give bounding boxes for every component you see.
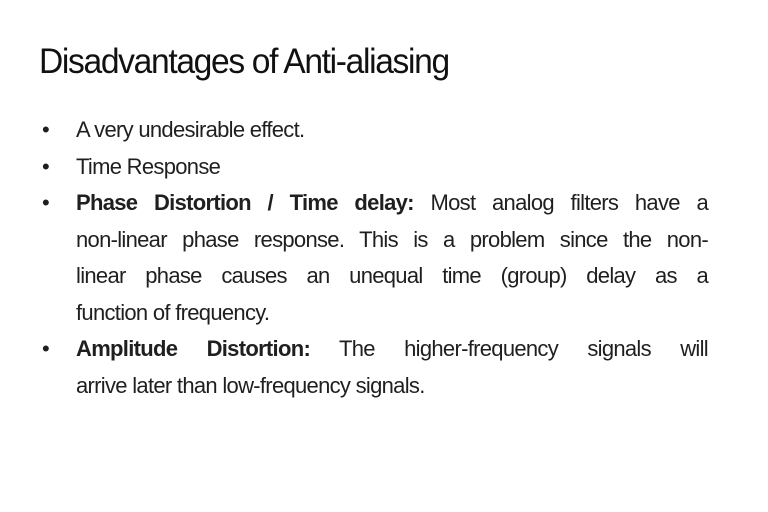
bullet-line: Phase Distortion / Time delay: Most anal… (76, 185, 709, 222)
bullet-item: • Amplitude Distortion: The higher-frequ… (40, 331, 709, 405)
bullet-lead-in: Amplitude Distortion: (76, 336, 311, 361)
bullet-item: • Phase Distortion / Time delay: Most an… (40, 185, 709, 332)
bullet-line: Time Response (76, 149, 708, 186)
line-text: function of frequency. (76, 299, 270, 325)
bullet-item: • Time Response (40, 149, 708, 186)
bullet-line: arrive later than low-frequency signals. (76, 368, 708, 405)
bullet-text: A very undesirable effect. (76, 112, 708, 149)
bullet-list: • A very undesirable effect. • Time Resp… (40, 112, 709, 405)
bullet-text: Phase Distortion / Time delay: Most anal… (76, 185, 709, 332)
bullet-line: non-linear phase response. This is a pro… (76, 222, 709, 259)
line-text: non-linear phase response. This is a pro… (76, 226, 709, 252)
bullet-marker: • (42, 336, 50, 361)
line-text: Most analog filters have a (413, 190, 708, 215)
line-text: A very undesirable effect. (76, 117, 305, 142)
bullet-line: Amplitude Distortion: The higher-frequen… (76, 331, 709, 368)
line-text: The higher-frequency signals will (310, 336, 709, 361)
line-text: Time Response (76, 153, 221, 179)
bullet-line: function of frequency. (76, 295, 708, 332)
bullet-lead-in: Phase Distortion / Time delay: (76, 190, 415, 215)
bullet-line: A very undesirable effect. (76, 112, 708, 149)
bullet-marker: • (42, 190, 50, 215)
line-text: arrive later than low-frequency signals. (76, 372, 425, 398)
bullet-line: linear phase causes an unequal time (gro… (76, 258, 709, 295)
bullet-item: • A very undesirable effect. (40, 112, 708, 149)
line-text: linear phase causes an unequal time (gro… (76, 263, 709, 288)
slide-title: Disadvantages of Anti-aliasing (39, 42, 450, 81)
bullet-marker: • (42, 117, 50, 142)
bullet-marker: • (42, 153, 50, 179)
bullet-text: Time Response (76, 149, 708, 186)
bullet-text: Amplitude Distortion: The higher-frequen… (76, 331, 709, 405)
